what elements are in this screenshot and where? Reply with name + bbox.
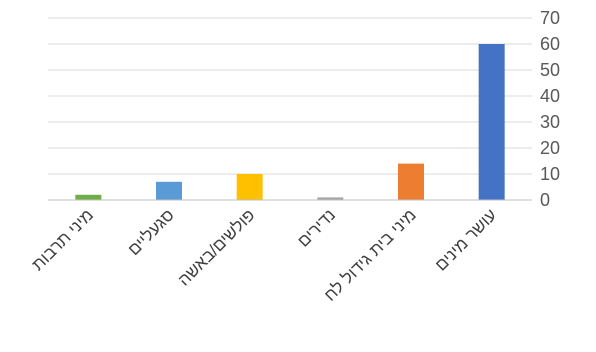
x-category-label: עושר מינים [431, 205, 500, 274]
bars [75, 44, 505, 200]
y-tick-label: 70 [540, 8, 560, 28]
x-category-label: סגעליים [124, 205, 178, 259]
y-tick-label: 30 [540, 112, 560, 132]
bar [398, 163, 424, 200]
y-tick-label: 40 [540, 86, 560, 106]
x-category-label: מיני תרבות [28, 205, 97, 274]
bar [75, 194, 102, 200]
y-tick-label: 20 [540, 138, 560, 158]
gridlines [48, 17, 532, 175]
y-tick-label: 10 [540, 164, 560, 184]
x-category-label: נדירים [294, 205, 339, 250]
bar [156, 181, 182, 200]
x-category-label: פולשים/באשה [174, 205, 258, 289]
bar [478, 44, 505, 200]
bar [236, 174, 263, 200]
y-tick-label: 50 [540, 60, 560, 80]
y-tick-label: 60 [540, 34, 560, 54]
y-axis-ticks: 0 10 20 30 40 50 60 70 [540, 8, 560, 210]
bar [317, 197, 344, 200]
y-tick-label: 0 [540, 190, 550, 210]
